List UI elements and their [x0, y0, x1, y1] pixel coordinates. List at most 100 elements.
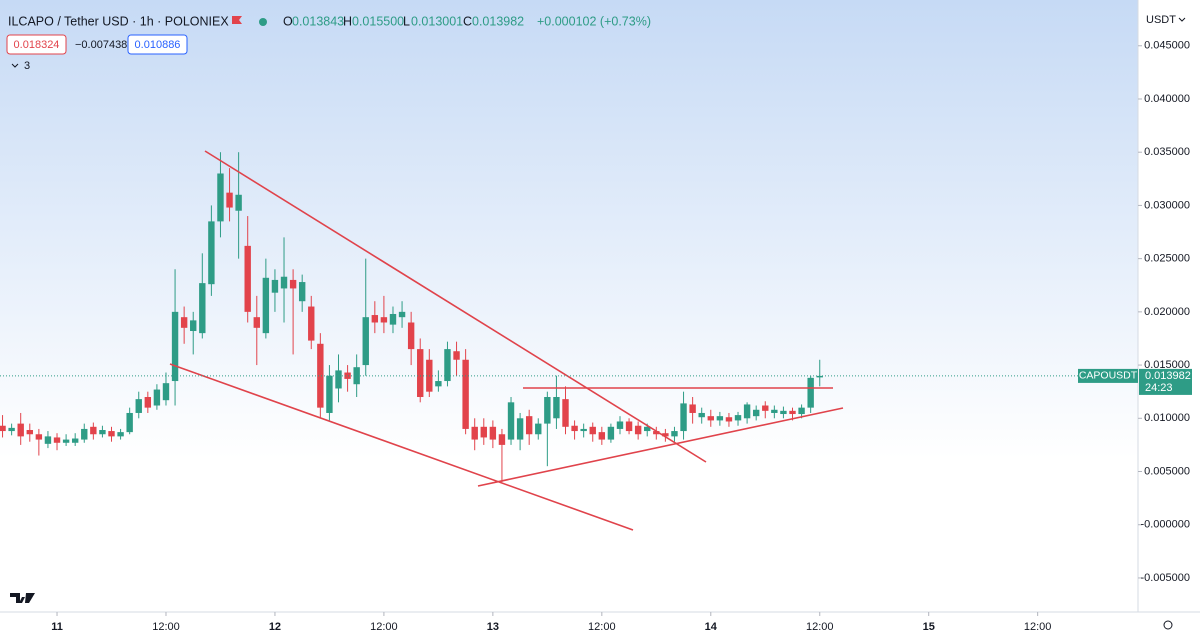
candle-body	[752, 409, 760, 417]
candle-body	[507, 402, 515, 440]
candle-body	[444, 349, 451, 382]
candle-body	[117, 432, 124, 437]
candle-body	[262, 277, 270, 334]
y-tick-label: 0.045000	[1144, 40, 1190, 52]
trend-line	[477, 407, 844, 487]
x-tick-label: 12:00	[1024, 621, 1052, 633]
last-price-box	[1139, 368, 1192, 395]
x-tick-label: 15	[923, 621, 935, 633]
candle-body	[71, 438, 79, 443]
currency-button[interactable]	[1142, 9, 1192, 31]
candle-body	[625, 421, 633, 432]
candle-body	[253, 317, 260, 328]
trend-line	[204, 150, 707, 463]
series-label: CAPOUSDT	[1079, 370, 1138, 382]
ohlc-value: 0.013843	[292, 14, 344, 28]
candle-body	[8, 427, 15, 432]
candle-body	[180, 317, 188, 328]
candle-body	[743, 404, 751, 419]
candle-body	[644, 426, 651, 432]
x-tick-label: 14	[705, 621, 718, 633]
candle-body	[44, 436, 52, 444]
change: +0.000102 (+0.73%)	[537, 14, 651, 28]
candle-body	[607, 426, 615, 440]
candle-body	[471, 426, 478, 440]
y-tick-label: 0.025000	[1144, 253, 1190, 265]
candle-body	[371, 315, 379, 323]
flag-icon[interactable]	[232, 16, 242, 24]
candle-body	[598, 432, 606, 440]
settings-icon[interactable]	[1163, 620, 1173, 630]
candle-body	[816, 375, 823, 378]
candle-body	[199, 283, 206, 334]
bid-box[interactable]	[6, 34, 67, 55]
ask-box[interactable]	[127, 34, 188, 55]
candle-body	[707, 416, 714, 421]
candle-body	[35, 434, 43, 440]
candle-body	[417, 349, 424, 398]
candle-body	[680, 403, 687, 432]
candle-body	[571, 425, 578, 432]
y-tick-label: 0.035000	[1144, 146, 1190, 158]
currency: USDT	[1146, 14, 1176, 26]
y-tick-label: 0.040000	[1144, 93, 1190, 105]
trend-line	[169, 363, 634, 531]
candle-body	[208, 221, 215, 285]
candle-body	[789, 410, 796, 415]
candle-body	[308, 306, 315, 341]
countdown: 24:23	[1145, 382, 1173, 394]
candle-body	[81, 428, 88, 440]
candle-body	[344, 372, 351, 379]
bid: 0.018324	[14, 39, 60, 51]
candle-body	[798, 407, 805, 415]
candle-body	[26, 429, 33, 435]
symbol-title: ILCAPO / Tether USD · 1h · POLONIEX	[8, 14, 229, 28]
candle-body	[580, 428, 587, 432]
logo[interactable]	[10, 593, 35, 603]
candle-body	[653, 431, 660, 435]
x-tick-label: 12:00	[806, 621, 834, 633]
candle-body	[616, 421, 624, 429]
ohlc-label: C	[463, 14, 472, 28]
candle-body	[689, 404, 696, 413]
candle-body	[562, 399, 569, 427]
candle-body	[435, 381, 442, 387]
plot-background	[0, 0, 1138, 612]
candle-body	[99, 429, 106, 435]
candle-body	[734, 415, 742, 421]
candle-body	[480, 426, 487, 438]
collapse-icon[interactable]	[11, 63, 19, 68]
candle-body	[144, 397, 152, 408]
candle-body	[190, 320, 197, 332]
candle-body	[398, 311, 406, 318]
candle-body	[389, 313, 397, 325]
candle-body	[762, 405, 769, 411]
candle-body	[362, 317, 369, 366]
candle-body	[298, 282, 306, 302]
candle-body	[271, 279, 279, 293]
last-price: 0.013982	[1145, 370, 1191, 382]
y-tick-label: 0.010000	[1144, 412, 1190, 424]
candle-body	[171, 311, 179, 382]
candle-body	[489, 426, 497, 440]
candle-body	[380, 317, 388, 323]
candle-body	[126, 412, 133, 433]
x-tick-label: 13	[487, 621, 499, 633]
candle-body	[326, 375, 333, 413]
ask: 0.010886	[135, 39, 181, 51]
x-tick-label: 12:00	[370, 621, 398, 633]
x-tick-label: 11	[51, 621, 63, 633]
y-tick-label: 0.005000	[1144, 465, 1190, 477]
spread: −0.007438	[75, 39, 127, 51]
candle-body	[535, 423, 542, 435]
candle-body	[771, 409, 778, 413]
y-tick-label: 0.015000	[1144, 359, 1190, 371]
y-tick-label: -0.005000	[1140, 572, 1190, 584]
ohlc-value: 0.013001	[411, 14, 463, 28]
ohlc-value: 0.013982	[472, 14, 524, 28]
candle-body	[634, 425, 642, 435]
candles	[0, 152, 823, 483]
candle-body	[235, 194, 242, 211]
x-tick-label: 12:00	[152, 621, 180, 633]
